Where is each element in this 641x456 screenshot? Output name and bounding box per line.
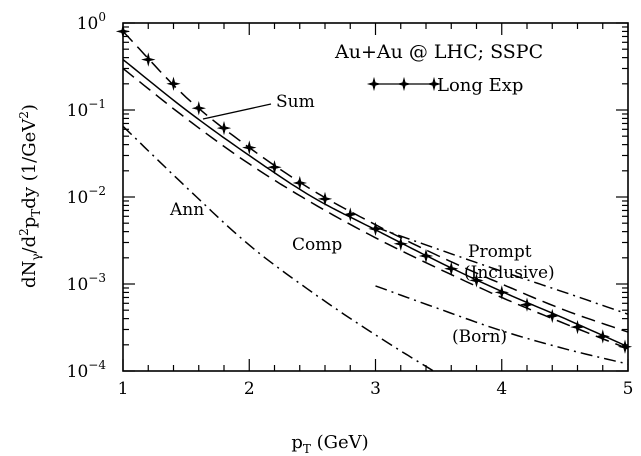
y-tick-exponent: −1	[88, 97, 106, 111]
comp-label: Comp	[292, 235, 342, 255]
x-tick-labels: 1 2 3 4 5	[118, 379, 634, 399]
y-tick-exponent: 0	[98, 10, 106, 24]
series-comp	[122, 67, 629, 350]
legend-marker	[396, 76, 412, 92]
legend-marker	[366, 76, 382, 92]
y-tick-exponent: −3	[88, 271, 106, 285]
legend-marker-line	[366, 76, 442, 92]
y-label-d: dy (1/GeV	[19, 118, 40, 209]
long-exp-point	[216, 120, 232, 136]
series-prompt-inclusive	[375, 226, 629, 315]
long-exp-point	[595, 329, 610, 344]
x-axis-label: pT (GeV)	[291, 432, 368, 456]
long-exp-point	[292, 175, 307, 191]
long-exp-point	[393, 236, 408, 251]
y-tick-exponent: −4	[88, 358, 106, 372]
y-label-e: )	[19, 104, 40, 111]
series-prompt-born	[375, 285, 629, 365]
long-exp-markers	[115, 24, 633, 354]
long-exp-point	[545, 308, 560, 324]
long-exp-point	[115, 24, 131, 39]
long-exp-point	[494, 285, 509, 300]
ann-label: Ann	[169, 200, 204, 220]
x-tick-label: 3	[370, 379, 381, 399]
series-ann	[122, 125, 434, 372]
long-exp-point	[368, 221, 383, 237]
long-exp-point	[469, 273, 484, 288]
y-axis-label: dNγ/d2pTdy (1/GeV2)	[17, 104, 43, 288]
long-exp-point	[166, 76, 181, 91]
y-tick-label: 10−3	[67, 271, 106, 295]
y-tick-base: 10	[67, 275, 89, 295]
series-upper-dashed	[122, 30, 629, 333]
sum-pointer-line	[202, 103, 272, 120]
x-tick-label: 4	[496, 379, 507, 399]
legend: Long Exp	[366, 75, 523, 96]
prompt-inclusive-label: (Inclusive)	[464, 263, 555, 283]
long-exp-point	[317, 191, 333, 207]
y-tick-label: 10−1	[67, 97, 106, 121]
y-tick-label: 10−4	[67, 358, 107, 382]
x-axis-label-p: p	[291, 432, 303, 453]
long-exp-point	[242, 140, 257, 155]
long-exp-point	[267, 160, 282, 175]
y-tick-base: 10	[77, 14, 99, 34]
long-exp-point	[444, 261, 459, 276]
long-exp-point	[191, 101, 206, 116]
y-tick-base: 10	[67, 188, 89, 208]
long-exp-point	[343, 207, 358, 222]
y-label-d-sup: 2	[17, 111, 31, 119]
axis-ticks	[122, 22, 629, 372]
x-axis-label-unit: (GeV)	[311, 432, 369, 453]
x-tick-label: 1	[118, 379, 129, 399]
y-label-b: /d	[19, 236, 40, 254]
y-label-c-sub: T	[29, 209, 43, 217]
legend-label: Long Exp	[437, 75, 523, 96]
prompt-label: Prompt	[468, 242, 532, 262]
y-tick-base: 10	[67, 101, 89, 121]
legend-marker	[426, 76, 442, 92]
long-exp-point	[141, 52, 156, 67]
long-exp-point	[570, 319, 585, 335]
x-tick-label: 5	[623, 379, 634, 399]
y-tick-base: 10	[67, 362, 89, 382]
chart-title: Au+Au @ LHC; SSPC	[334, 41, 543, 63]
y-label-b-sup: 2	[17, 228, 31, 236]
y-tick-label: 100	[77, 10, 106, 34]
y-tick-exponent: −2	[88, 184, 106, 198]
sum-label: Sum	[276, 92, 315, 112]
y-label-c: p	[19, 217, 40, 229]
y-label-a-sub: γ	[29, 253, 43, 260]
long-exp-point	[418, 248, 434, 264]
x-axis-label-sub: T	[303, 442, 311, 456]
long-exp-point	[519, 297, 535, 312]
x-tick-label: 2	[244, 379, 255, 399]
y-tick-label: 10−2	[67, 184, 106, 208]
long-exp-point	[617, 339, 633, 354]
born-label: (Born)	[452, 327, 507, 347]
y-label-a: dN	[19, 261, 40, 288]
